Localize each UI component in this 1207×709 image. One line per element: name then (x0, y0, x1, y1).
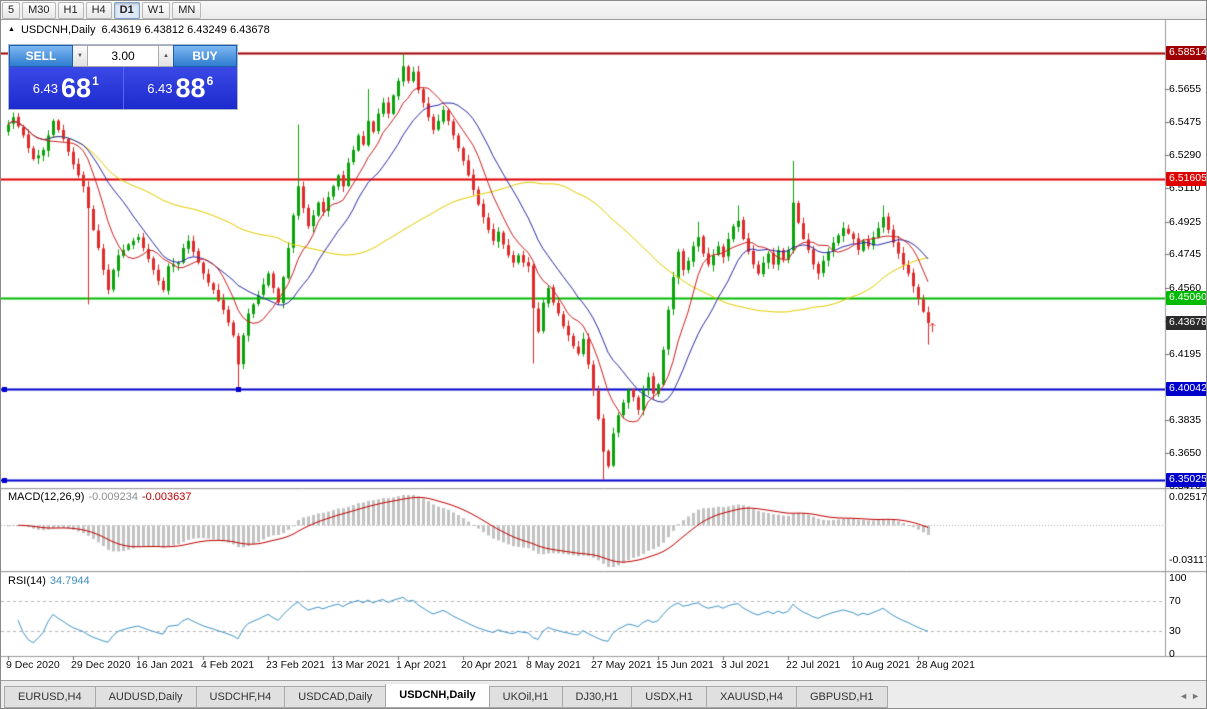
sell-price-display[interactable]: 6.43 68 1 (9, 67, 124, 109)
macd-name: MACD(12,26,9) (8, 491, 85, 503)
volume-decrease-icon[interactable]: ▼ (73, 45, 87, 67)
chart-tab-UKOil-H1[interactable]: UKOil,H1 (488, 686, 562, 708)
tab-scroll-buttons[interactable]: ◄ ► (1176, 691, 1203, 701)
macd-main-value: -0.009234 (88, 491, 138, 503)
chart-tab-USDCNH-Daily[interactable]: USDCNH,Daily (385, 684, 489, 708)
rsi-indicator-label: RSI(14) 34.7944 (8, 575, 90, 587)
chart-title: ▲ USDCNH,Daily 6.43619 6.43812 6.43249 6… (8, 24, 270, 36)
timeframe-button-H1[interactable]: H1 (57, 1, 84, 19)
timeframe-toolbar: 5 M30 H1 H4 D1 W1 MN (1, 1, 1206, 20)
timeframe-button-W1[interactable]: W1 (141, 1, 171, 19)
macd-signal-value: -0.003637 (141, 491, 192, 503)
buy-button[interactable]: BUY (173, 45, 237, 67)
tab-scroll-right-icon[interactable]: ► (1191, 691, 1200, 701)
chart-symbol-label: USDCNH,Daily (20, 24, 96, 36)
sell-price-pips: 68 (61, 72, 92, 103)
timeframe-button-D1[interactable]: D1 (113, 1, 140, 19)
sell-button[interactable]: SELL (9, 45, 73, 67)
timeframe-button-H4[interactable]: H4 (85, 1, 112, 19)
chart-tab-USDCHF-H4[interactable]: USDCHF,H4 (195, 686, 285, 708)
chart-tab-AUDUSD-Daily[interactable]: AUDUSD,Daily (94, 686, 196, 708)
buy-price-prefix: 6.43 (147, 80, 173, 96)
chart-tab-USDCAD-Daily[interactable]: USDCAD,Daily (284, 686, 386, 708)
tab-scroll-left-icon[interactable]: ◄ (1179, 691, 1189, 701)
buy-price-display[interactable]: 6.43 88 6 (123, 67, 237, 109)
chart-ohlc-values: 6.43619 6.43812 6.43249 6.43678 (101, 24, 270, 36)
volume-increase-icon[interactable]: ▲ (159, 45, 173, 67)
volume-input[interactable]: 3.00 (87, 45, 159, 67)
one-click-trading-panel: SELL ▼ 3.00 ▲ BUY 6.43 68 1 6.43 88 6 (9, 45, 237, 109)
buy-price-pips: 88 (175, 72, 206, 103)
buy-price-point: 6 (206, 74, 214, 88)
symbol-marker-icon: ▲ (8, 25, 15, 33)
chart-tab-bar: EURUSD,H4 AUDUSD,Daily USDCHF,H4 USDCAD,Dai… (1, 680, 1206, 708)
sell-price-prefix: 6.43 (32, 80, 59, 96)
timeframe-button-5[interactable]: 5 (2, 1, 21, 19)
timeframe-button-M30[interactable]: M30 (22, 1, 56, 19)
timeframe-button-MN[interactable]: MN (172, 1, 202, 19)
chart-tab-EURUSD-H4[interactable]: EURUSD,H4 (4, 686, 95, 708)
sell-price-point: 1 (92, 74, 99, 88)
chart-tabs: EURUSD,H4 AUDUSD,Daily USDCHF,H4 USDCAD,Dai… (4, 684, 1176, 708)
macd-indicator-label: MACD(12,26,9) -0.009234 -0.003637 (8, 491, 192, 503)
rsi-name: RSI(14) (8, 575, 46, 587)
rsi-value: 34.7944 (49, 575, 90, 587)
chart-tab-USDX-H1[interactable]: USDX,H1 (631, 686, 706, 708)
chart-tab-XAUUSD-H4[interactable]: XAUUSD,H4 (705, 686, 796, 708)
chart-tab-GBPUSD-H1[interactable]: GBPUSD,H1 (795, 686, 888, 708)
chart-tab-DJ30-H1[interactable]: DJ30,H1 (561, 686, 632, 708)
